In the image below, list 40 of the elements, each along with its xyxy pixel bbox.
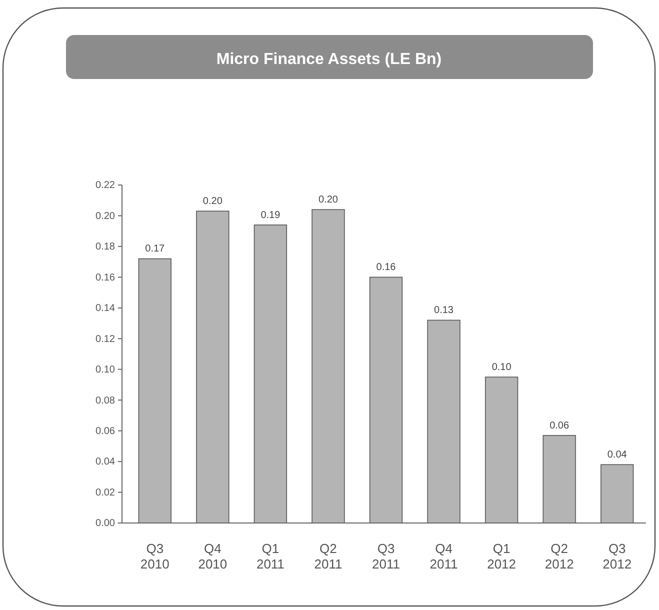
- y-tick-label: 0.18: [96, 242, 116, 253]
- x-tick-label: Q1 2011: [256, 541, 284, 572]
- y-tick-label: 0.08: [96, 395, 116, 406]
- y-tick-label: 0.04: [96, 456, 116, 468]
- data-label: 0.16: [376, 262, 396, 274]
- y-tick-label: 0.00: [96, 518, 116, 530]
- data-label: 0.13: [434, 305, 454, 316]
- y-tick-label: 0.12: [96, 334, 116, 345]
- y-tick-label: 0.06: [96, 426, 116, 438]
- x-tick-label: Q3 2012: [602, 541, 632, 572]
- bar: [542, 435, 576, 524]
- data-label: 0.06: [550, 420, 570, 432]
- bar: [138, 258, 172, 524]
- x-tick-label: Q2 2012: [544, 541, 574, 572]
- data-label: 0.17: [145, 244, 166, 255]
- data-label: 0.19: [260, 210, 281, 221]
- bar: [254, 224, 288, 524]
- bar: [312, 209, 345, 524]
- bar: [369, 276, 403, 524]
- x-tick-label: Q3 2010: [140, 541, 170, 572]
- bar: [196, 210, 230, 524]
- y-tick-label: 0.22: [96, 180, 116, 192]
- data-label: 0.20: [318, 194, 338, 206]
- y-tick-label: 0.14: [96, 303, 116, 314]
- data-label: 0.10: [492, 362, 512, 374]
- bar: [600, 464, 634, 524]
- x-tick-label: Q1 2012: [487, 541, 516, 572]
- x-tick-label: Q2 2011: [314, 541, 342, 572]
- data-label: 0.04: [607, 450, 628, 461]
- y-tick-label: 0.02: [96, 487, 116, 498]
- y-tick-label: 0.20: [96, 210, 116, 222]
- x-tick-label: Q4 2011: [430, 541, 458, 572]
- bar: [484, 376, 518, 524]
- data-label: 0.20: [202, 196, 223, 208]
- x-tick-label: Q3 2011: [372, 541, 400, 572]
- y-tick-label: 0.10: [96, 364, 116, 376]
- y-tick-label: 0.16: [96, 272, 116, 284]
- x-tick-label: Q4 2010: [198, 541, 228, 572]
- bar: [427, 320, 460, 524]
- chart-title: Micro Finance Assets (LE Bn): [216, 51, 442, 68]
